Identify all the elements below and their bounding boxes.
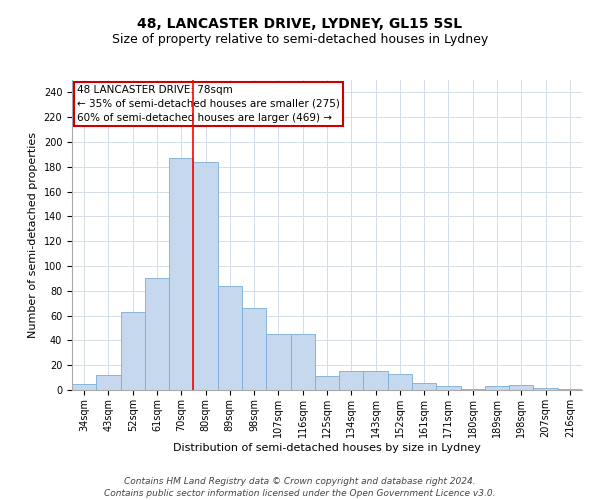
Bar [121, 312, 145, 390]
Bar [290, 334, 315, 390]
Bar [388, 374, 412, 390]
Text: 48 LANCASTER DRIVE: 78sqm
← 35% of semi-detached houses are smaller (275)
60% of: 48 LANCASTER DRIVE: 78sqm ← 35% of semi-… [77, 84, 340, 122]
Text: Size of property relative to semi-detached houses in Lydney: Size of property relative to semi-detach… [112, 32, 488, 46]
Bar [96, 375, 121, 390]
Bar [412, 382, 436, 390]
Bar [364, 372, 388, 390]
Bar [315, 376, 339, 390]
Bar [339, 372, 364, 390]
Bar [145, 278, 169, 390]
Bar [242, 308, 266, 390]
Bar [436, 386, 461, 390]
Bar [533, 388, 558, 390]
Bar [485, 386, 509, 390]
Bar [169, 158, 193, 390]
X-axis label: Distribution of semi-detached houses by size in Lydney: Distribution of semi-detached houses by … [173, 442, 481, 452]
Bar [558, 389, 582, 390]
Text: 48, LANCASTER DRIVE, LYDNEY, GL15 5SL: 48, LANCASTER DRIVE, LYDNEY, GL15 5SL [137, 18, 463, 32]
Text: Contains HM Land Registry data © Crown copyright and database right 2024.
Contai: Contains HM Land Registry data © Crown c… [104, 476, 496, 498]
Bar [72, 384, 96, 390]
Y-axis label: Number of semi-detached properties: Number of semi-detached properties [28, 132, 38, 338]
Bar [218, 286, 242, 390]
Bar [461, 389, 485, 390]
Bar [509, 385, 533, 390]
Bar [193, 162, 218, 390]
Bar [266, 334, 290, 390]
